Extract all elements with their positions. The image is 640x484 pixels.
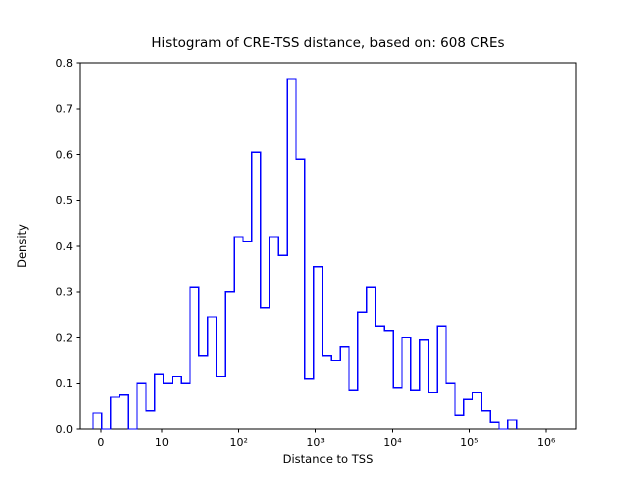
y-tick-label: 0.0 — [56, 423, 74, 436]
y-axis-label: Density — [15, 224, 29, 268]
x-tick-label: 10³ — [306, 436, 324, 449]
x-tick-label: 10² — [230, 436, 248, 449]
y-tick-label: 0.6 — [56, 148, 74, 161]
y-tick-label: 0.8 — [56, 57, 74, 70]
x-axis-label: Distance to TSS — [283, 452, 374, 466]
x-tick-label: 10⁶ — [537, 436, 556, 449]
y-axis-ticks: 0.0 0.1 0.2 0.3 0.4 0.5 0.6 0.7 0.8 — [56, 57, 80, 436]
chart-title: Histogram of CRE-TSS distance, based on:… — [151, 35, 504, 51]
y-tick-label: 0.2 — [56, 331, 74, 344]
x-tick-label: 10⁴ — [383, 436, 402, 449]
y-tick-label: 0.3 — [56, 286, 74, 299]
x-axis-ticks: 0 10 10² 10³ 10⁴ 10⁵ 10⁶ — [97, 429, 556, 449]
y-tick-label: 0.1 — [56, 377, 74, 390]
y-tick-label: 0.5 — [56, 194, 74, 207]
histogram-step-line — [92, 78, 518, 430]
y-tick-label: 0.7 — [56, 103, 74, 116]
x-tick-label: 10 — [155, 436, 169, 449]
x-tick-label: 10⁵ — [460, 436, 478, 449]
x-tick-label: 0 — [97, 436, 104, 449]
y-tick-label: 0.4 — [56, 240, 74, 253]
